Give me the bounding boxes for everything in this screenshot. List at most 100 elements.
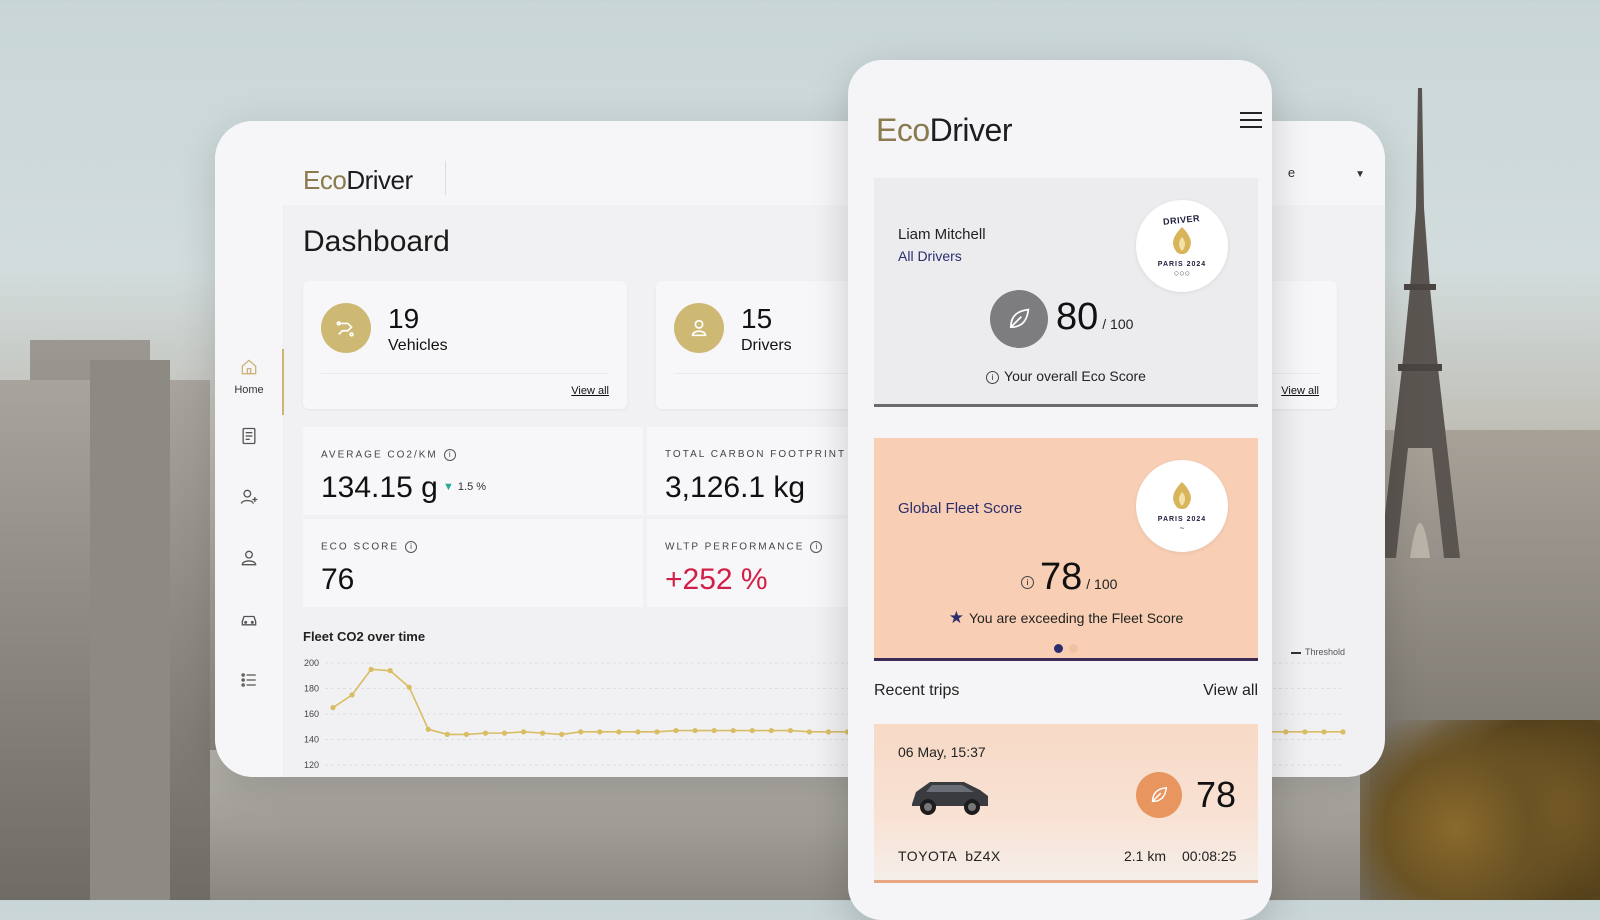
data-point[interactable]: [654, 729, 660, 735]
data-point[interactable]: [1340, 729, 1346, 735]
vehicles-label: Vehicles: [388, 337, 448, 354]
car-image: [912, 782, 988, 815]
sidebar-item-add-user[interactable]: [215, 487, 283, 512]
fleet-co2-chart: 200 180 160 140 120: [304, 658, 1346, 770]
data-point[interactable]: [1321, 729, 1327, 735]
data-point[interactable]: [1283, 729, 1289, 735]
data-point[interactable]: [520, 729, 527, 735]
info-icon[interactable]: i: [1021, 576, 1034, 589]
sidebar-item-label: Home: [234, 384, 264, 396]
divider: [321, 373, 609, 374]
data-point[interactable]: [768, 727, 774, 734]
data-point[interactable]: [825, 729, 832, 735]
threshold-legend: Threshold: [1291, 647, 1345, 657]
data-point[interactable]: [711, 727, 717, 734]
ecodriver-logo[interactable]: EcoDriver: [876, 112, 1012, 148]
data-point[interactable]: [425, 726, 431, 732]
data-point[interactable]: [730, 727, 736, 734]
fleet-score-label: Global Fleet Score: [898, 500, 1023, 517]
data-point[interactable]: [692, 727, 698, 734]
driver-name: Liam Mitchell: [898, 226, 986, 243]
y-tick-label: 140: [304, 735, 319, 745]
vehicles-card: 19 Vehicles View all: [303, 281, 627, 409]
flame-icon: [1173, 481, 1191, 509]
data-point[interactable]: [482, 730, 489, 736]
metric-value: 76: [321, 563, 355, 596]
mobile-app: EcoDriver Liam Mitchell All Drivers DRIV…: [848, 60, 1272, 920]
sidebar-item-list[interactable]: [215, 670, 283, 695]
info-icon[interactable]: i: [986, 371, 1000, 384]
metric-label: TOTAL CARBON FOOTPRINT: [665, 449, 847, 460]
data-point[interactable]: [1302, 729, 1308, 735]
fleet-score-caption: ★ You are exceeding the Fleet Score: [948, 608, 1184, 627]
add-user-icon: [240, 489, 258, 504]
data-point[interactable]: [635, 729, 641, 735]
data-point[interactable]: [349, 692, 355, 698]
home-icon: [241, 359, 257, 375]
info-icon[interactable]: i: [810, 541, 823, 553]
sidebar-item-vehicles[interactable]: [215, 609, 283, 634]
car-icon: [241, 615, 257, 626]
data-point[interactable]: [597, 729, 603, 735]
list-icon: [241, 673, 256, 687]
paris-2024-badge: PARIS 2024 ~: [1136, 460, 1228, 552]
olympic-rings-icon: ○○○: [1173, 267, 1191, 278]
data-point[interactable]: [330, 705, 336, 711]
carousel-dot[interactable]: [1069, 644, 1078, 653]
fleet-score-value: 78/ 100: [1040, 556, 1118, 598]
header-select[interactable]: e ▼: [1287, 165, 1365, 180]
data-point[interactable]: [368, 666, 374, 672]
drivers-label: Drivers: [741, 337, 792, 354]
header-divider: [445, 161, 446, 195]
star-icon: ★: [948, 608, 964, 627]
data-point[interactable]: [540, 730, 546, 736]
y-tick-label: 120: [304, 760, 319, 770]
recent-trips-title: Recent trips: [874, 682, 960, 699]
vehicles-count: 19: [388, 303, 420, 334]
average-co2-metric: AVERAGE CO2/KM i 134.15 g ▼ 1.5 %: [303, 427, 643, 515]
data-point[interactable]: [463, 731, 469, 737]
data-point[interactable]: [444, 731, 450, 737]
view-all-trips-link[interactable]: View all: [1203, 682, 1258, 699]
trip-distance: 2.1 km: [1124, 848, 1167, 864]
data-point[interactable]: [501, 730, 508, 736]
page-title: Dashboard: [303, 225, 450, 258]
trees: [1360, 720, 1600, 900]
carousel-dot-active[interactable]: [1054, 644, 1063, 653]
trend-down-icon: ▼: [443, 481, 454, 493]
view-all-vehicles-link[interactable]: View all: [571, 385, 609, 397]
metric-label: ECO SCORE: [321, 541, 400, 553]
trip-duration: 00:08:25: [1182, 848, 1237, 864]
info-icon[interactable]: i: [405, 541, 418, 553]
metric-label: WLTP PERFORMANCE: [665, 541, 805, 553]
metric-value: 3,126.1 kg: [665, 471, 806, 504]
trip-card[interactable]: 06 May, 15:37 78 TOYOTA bZ4X 2.1 km 00:0…: [874, 724, 1258, 883]
data-point[interactable]: [616, 729, 622, 735]
ecodriver-logo[interactable]: EcoDriver: [303, 165, 413, 195]
data-point[interactable]: [673, 727, 679, 734]
building: [90, 360, 170, 900]
data-point[interactable]: [406, 684, 412, 690]
metric-label: AVERAGE CO2/KM: [321, 449, 438, 461]
sidebar-item-user[interactable]: [215, 548, 283, 573]
data-point[interactable]: [387, 668, 393, 674]
info-icon[interactable]: i: [443, 449, 456, 461]
view-all-link[interactable]: View all: [1281, 385, 1319, 397]
leaf-icon: [990, 290, 1048, 348]
driver-score-card: Liam Mitchell All Drivers DRIVER PARIS 2…: [874, 178, 1258, 407]
y-tick-label: 180: [304, 684, 319, 694]
data-point[interactable]: [806, 729, 813, 735]
driver-group[interactable]: All Drivers: [898, 248, 962, 264]
divider: [674, 373, 962, 374]
y-tick-label: 200: [304, 658, 319, 668]
hamburger-menu-icon[interactable]: [1240, 112, 1262, 133]
data-point[interactable]: [578, 729, 584, 735]
chevron-down-icon: ▼: [1355, 169, 1365, 180]
data-point[interactable]: [787, 727, 793, 734]
sidebar-item-home[interactable]: Home: [215, 349, 284, 415]
eco-score-metric: ECO SCORE i 76: [303, 519, 643, 607]
sidebar-item-reports[interactable]: [215, 426, 283, 451]
data-point[interactable]: [749, 727, 755, 734]
drivers-count: 15: [741, 303, 773, 334]
data-point[interactable]: [559, 731, 565, 737]
